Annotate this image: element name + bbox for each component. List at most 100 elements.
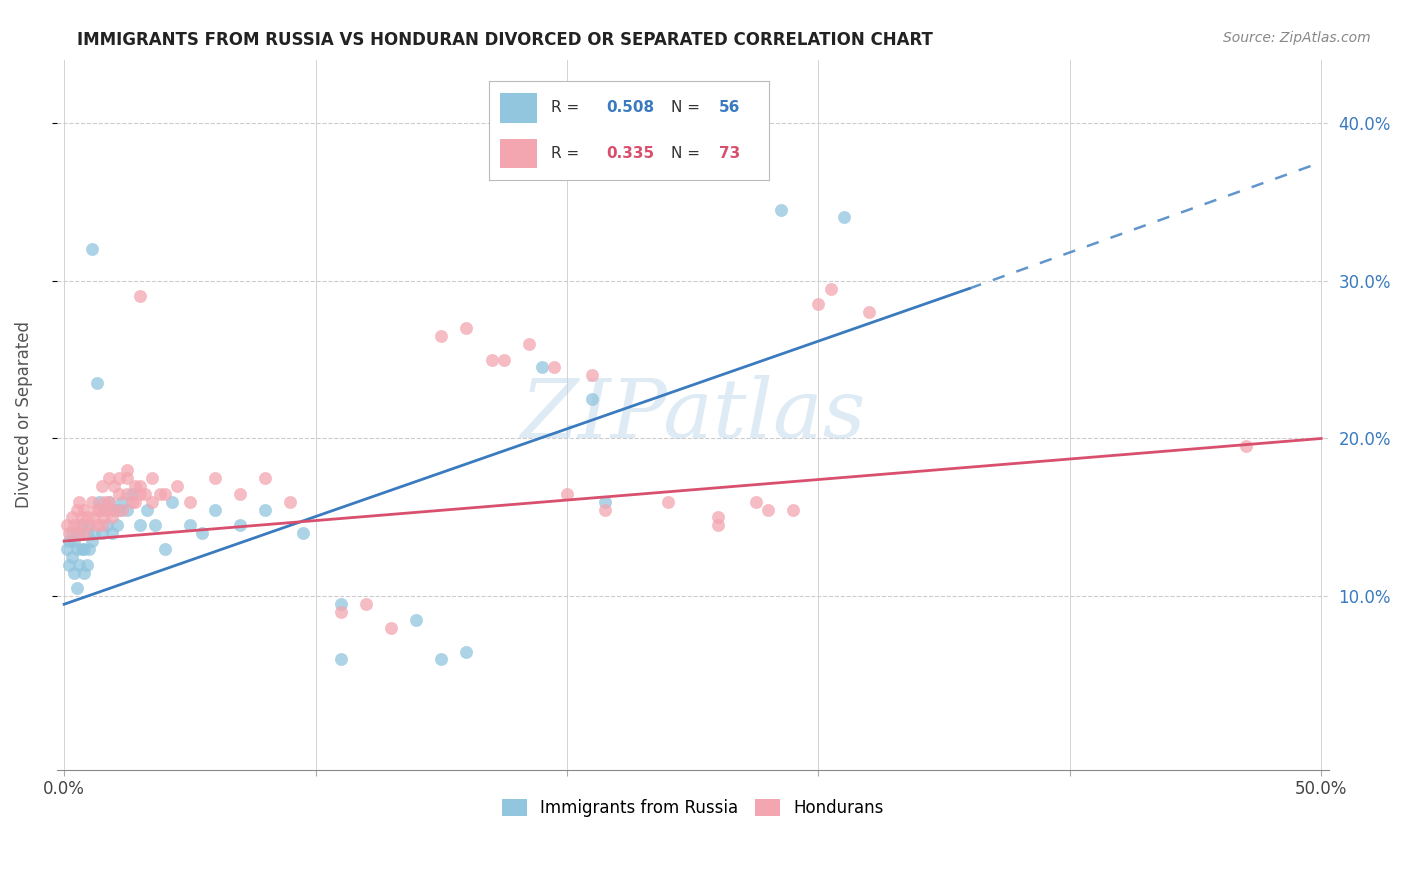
Point <box>517 336 540 351</box>
Point <box>141 471 163 485</box>
Point <box>103 502 125 516</box>
Point <box>80 534 103 549</box>
Point <box>128 289 150 303</box>
Point <box>73 502 96 516</box>
Point <box>67 494 90 508</box>
Point <box>858 305 880 319</box>
Point <box>83 526 105 541</box>
Point <box>405 613 427 627</box>
Point <box>89 502 111 516</box>
Point <box>456 644 478 658</box>
Point <box>456 321 478 335</box>
Point <box>430 329 453 343</box>
Point <box>93 502 115 516</box>
Point <box>73 526 96 541</box>
Point <box>807 297 830 311</box>
Point <box>329 597 352 611</box>
Point <box>149 487 172 501</box>
Point <box>254 471 277 485</box>
Point <box>530 360 553 375</box>
Point <box>430 652 453 666</box>
Point <box>58 526 80 541</box>
Point <box>101 526 124 541</box>
Point <box>76 558 98 572</box>
Point <box>756 502 779 516</box>
Point <box>60 526 83 541</box>
Point <box>93 510 115 524</box>
Point <box>55 518 77 533</box>
Point <box>121 494 143 508</box>
Point <box>76 526 98 541</box>
Point <box>60 549 83 564</box>
Point <box>121 487 143 501</box>
Point <box>103 502 125 516</box>
Point <box>103 479 125 493</box>
Point <box>280 494 302 508</box>
Point <box>329 605 352 619</box>
Y-axis label: Divorced or Separated: Divorced or Separated <box>15 321 32 508</box>
Text: IMMIGRANTS FROM RUSSIA VS HONDURAN DIVORCED OR SEPARATED CORRELATION CHART: IMMIGRANTS FROM RUSSIA VS HONDURAN DIVOR… <box>77 31 934 49</box>
Point <box>70 541 93 556</box>
Point <box>143 518 166 533</box>
Point <box>79 541 101 556</box>
Point <box>111 502 134 516</box>
Point <box>86 502 108 516</box>
Point <box>90 518 112 533</box>
Point <box>66 541 89 556</box>
Point <box>141 494 163 508</box>
Point <box>707 518 730 533</box>
Point <box>96 518 118 533</box>
Point <box>98 494 121 508</box>
Point <box>1234 439 1257 453</box>
Point <box>136 502 159 516</box>
Point <box>60 510 83 524</box>
Point <box>380 621 402 635</box>
Point <box>79 518 101 533</box>
Point <box>481 352 503 367</box>
Point <box>90 479 112 493</box>
Point <box>153 541 176 556</box>
Point <box>63 566 86 580</box>
Point <box>63 518 86 533</box>
Point <box>782 502 804 516</box>
Point <box>162 494 184 508</box>
Point <box>494 352 516 367</box>
Point <box>115 471 138 485</box>
Point <box>108 502 131 516</box>
Point <box>80 494 103 508</box>
Point <box>115 487 138 501</box>
Point <box>153 487 176 501</box>
Point <box>79 518 101 533</box>
Point <box>166 479 188 493</box>
Point <box>124 494 146 508</box>
Point <box>66 582 89 596</box>
Point <box>179 518 201 533</box>
Point <box>292 526 315 541</box>
Point <box>93 494 115 508</box>
Point <box>73 566 96 580</box>
Point <box>66 502 89 516</box>
Point <box>80 242 103 256</box>
Point <box>67 526 90 541</box>
Point <box>128 487 150 501</box>
Point <box>67 518 90 533</box>
Point <box>83 510 105 524</box>
Point <box>744 494 766 508</box>
Point <box>89 494 111 508</box>
Point <box>832 211 855 225</box>
Point <box>63 534 86 549</box>
Point <box>70 510 93 524</box>
Point <box>657 494 679 508</box>
Point <box>179 494 201 508</box>
Point <box>593 494 616 508</box>
Point <box>86 376 108 391</box>
Point <box>204 471 226 485</box>
Point <box>204 502 226 516</box>
Point <box>101 510 124 524</box>
Point <box>115 502 138 516</box>
Point <box>105 518 128 533</box>
Point <box>124 479 146 493</box>
Point <box>128 518 150 533</box>
Point <box>58 534 80 549</box>
Point <box>115 463 138 477</box>
